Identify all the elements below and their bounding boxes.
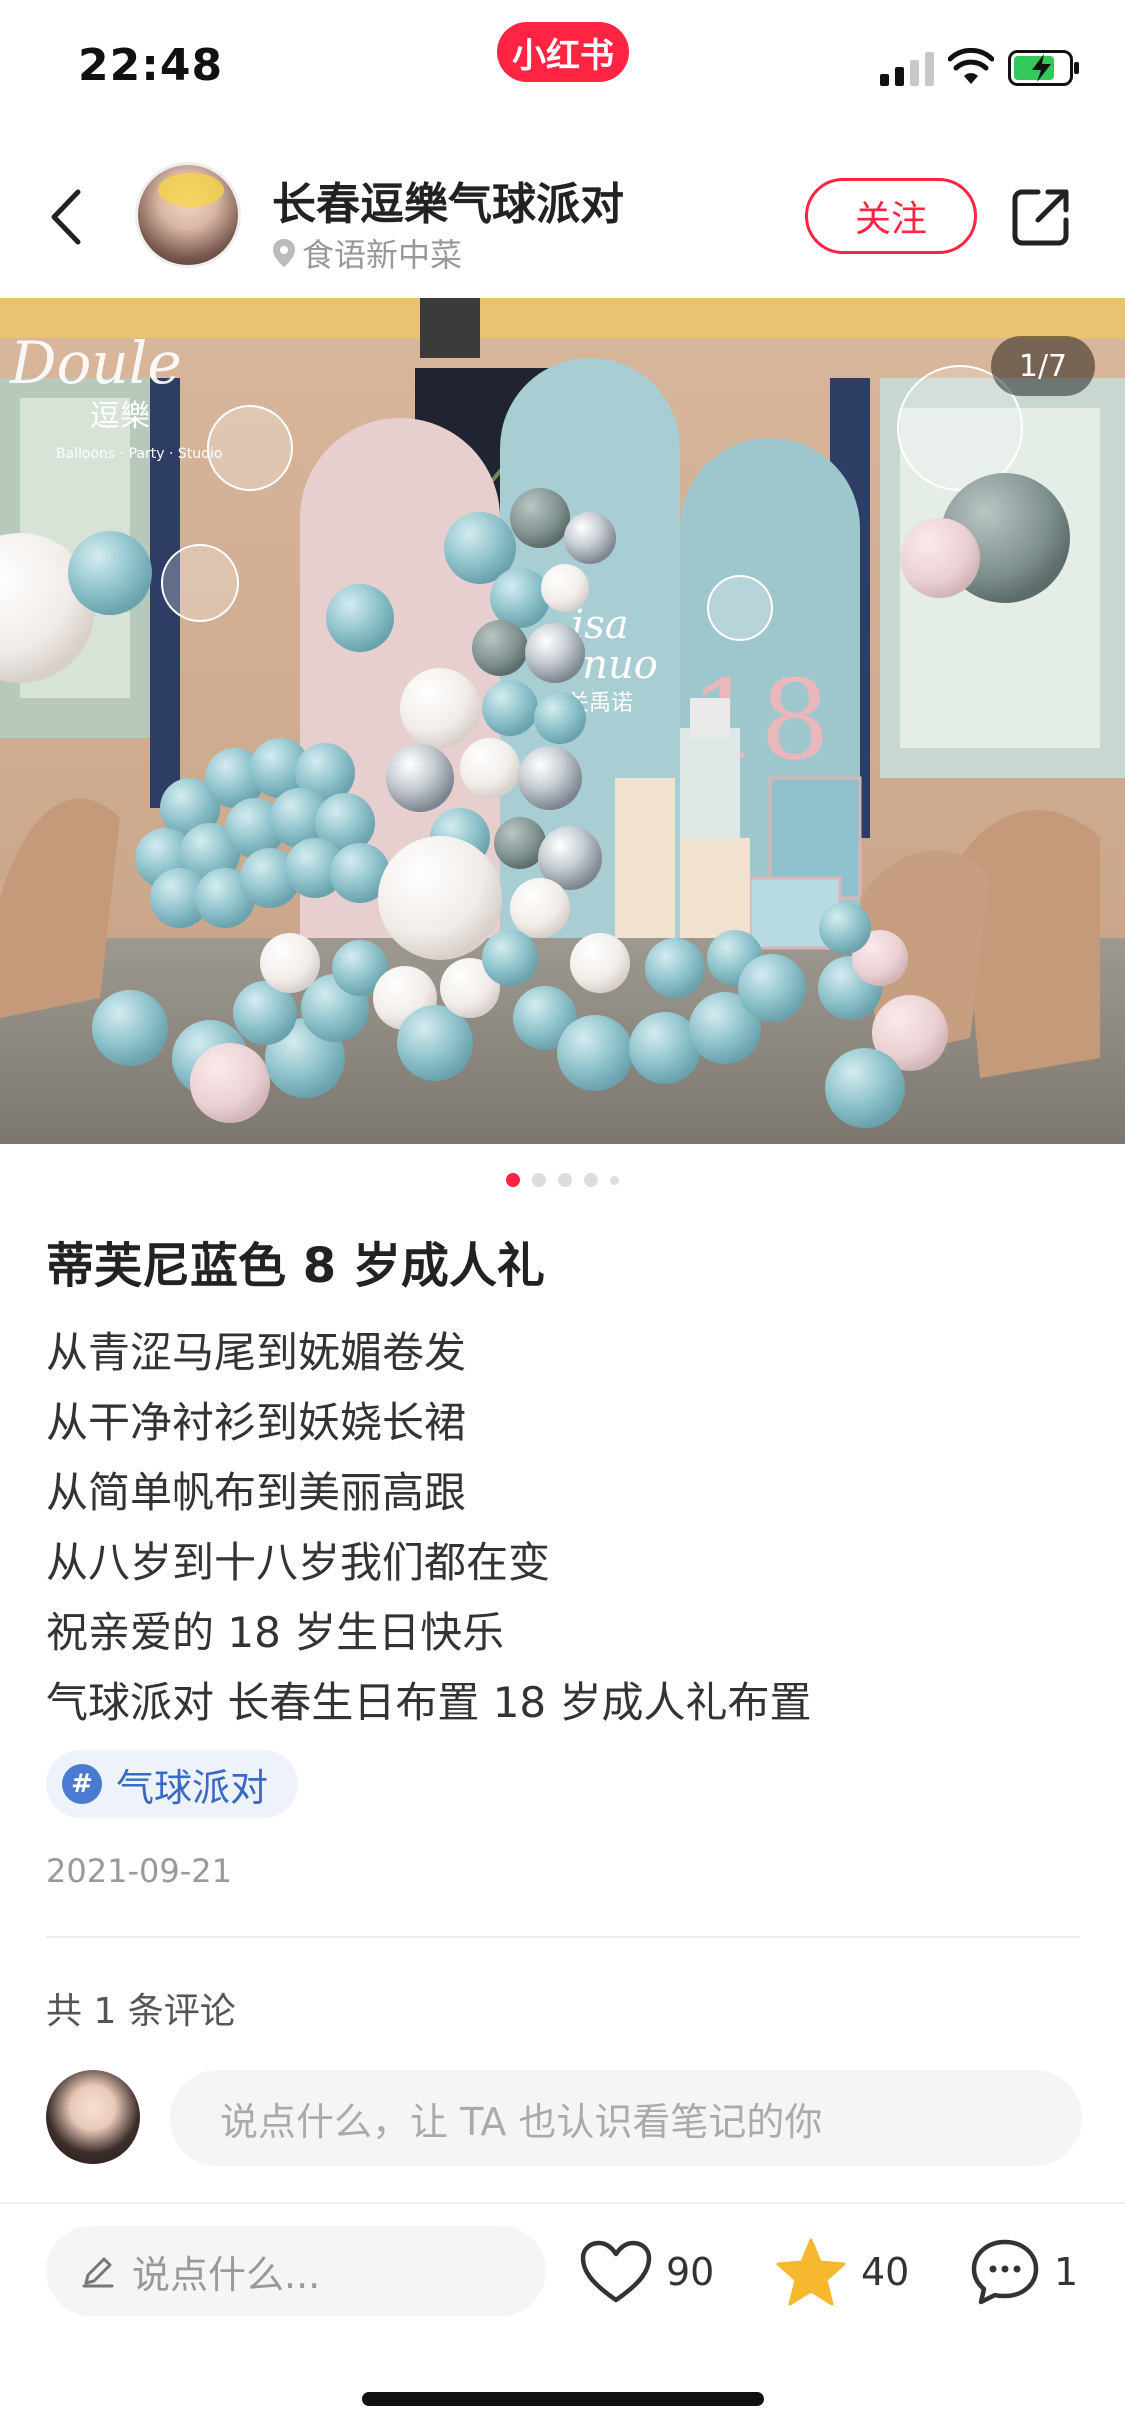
collect-button[interactable]: 40 — [775, 2232, 909, 2312]
comment-count: 共 1 条评论 — [46, 1991, 236, 2032]
collect-count: 40 — [861, 2250, 910, 2294]
topic-tag[interactable]: # 气球派对 — [46, 1750, 299, 1818]
location-label[interactable]: 食语新中菜 — [272, 230, 462, 276]
sign-script-2: nuo — [582, 642, 658, 688]
user-avatar — [46, 2070, 140, 2164]
carousel-dot[interactable] — [532, 1173, 546, 1187]
author-avatar[interactable] — [135, 162, 241, 268]
photo-page-indicator: 1/7 — [991, 336, 1095, 396]
watermark-brand: 逗樂 — [90, 399, 150, 434]
location-pin-icon — [273, 239, 295, 267]
bottom-comment-input[interactable]: 说点什么... — [46, 2226, 546, 2316]
follow-button[interactable]: 关注 — [805, 178, 977, 254]
back-arrow-icon — [51, 189, 81, 245]
carousel-dots — [0, 1172, 1125, 1188]
comment-count-bottom: 1 — [1054, 2250, 1079, 2294]
star-icon — [776, 2238, 846, 2306]
status-time: 22:48 — [78, 40, 224, 91]
carousel-dot[interactable] — [558, 1173, 572, 1187]
comment-button[interactable]: 1 — [970, 2232, 1078, 2312]
back-button[interactable] — [40, 182, 90, 252]
battery-charging-icon — [1008, 50, 1079, 86]
location-text: 食语新中菜 — [302, 236, 463, 274]
heart-icon — [580, 2240, 652, 2303]
note-line: 从青涩马尾到妩媚卷发 — [46, 1328, 467, 1377]
post-date: 2021-09-21 — [46, 1852, 232, 1890]
note-line: 从干净衬衫到妖娆长裙 — [46, 1398, 467, 1447]
note-body: 从青涩马尾到妩媚卷发 从干净衬衫到妖娆长裙 从简单帆布到美丽高跟 从八岁到十八岁… — [46, 1318, 1086, 1738]
note-photo[interactable]: 18 isa nuo 关禹诺 — [0, 298, 1125, 1144]
note-title: 蒂芙尼蓝色 8 岁成人礼 — [46, 1238, 545, 1294]
bottom-action-bar: 说点什么... 90 40 1 — [0, 2202, 1125, 2436]
balloon-party-photo: 18 isa nuo 关禹诺 — [0, 298, 1125, 1144]
comment-input[interactable]: 说点什么，让 TA 也认识看笔记的你 — [170, 2070, 1082, 2166]
note-header: 长春逗樂气球派对 食语新中菜 关注 — [0, 150, 1125, 280]
divider — [46, 1936, 1080, 1938]
app-badge: 小红书 — [497, 22, 629, 82]
bottom-input-placeholder: 说点什么... — [132, 2252, 321, 2297]
watermark-tagline: Balloons · Party · Studio — [56, 446, 222, 462]
pencil-icon — [82, 2257, 114, 2288]
carousel-dot[interactable] — [584, 1173, 598, 1187]
like-button[interactable]: 90 — [580, 2232, 714, 2312]
like-count: 90 — [666, 2250, 715, 2294]
note-line: 从简单帆布到美丽高跟 — [46, 1468, 467, 1517]
cellular-signal-icon — [880, 52, 934, 86]
note-line: 祝亲爱的 18 岁生日快乐 — [46, 1608, 505, 1657]
comment-composer: 说点什么，让 TA 也认识看笔记的你 — [0, 2070, 1125, 2170]
status-bar: 22:48 小红书 — [0, 0, 1125, 135]
home-indicator[interactable] — [362, 2392, 764, 2406]
author-name[interactable]: 长春逗樂气球派对 — [272, 179, 624, 230]
comment-bubble-icon — [971, 2239, 1039, 2305]
carousel-dot[interactable] — [610, 1175, 619, 1185]
note-line: 从八岁到十八岁我们都在变 — [46, 1538, 551, 1587]
hashtag-icon: # — [62, 1764, 102, 1804]
share-icon[interactable] — [1010, 186, 1072, 248]
note-line: 气球派对 长春生日布置 18 岁成人礼布置 — [46, 1678, 812, 1727]
watermark-script: Doule — [9, 329, 182, 397]
topic-tag-label: 气球派对 — [116, 1765, 269, 1810]
wifi-icon — [948, 48, 994, 84]
carousel-dot-active[interactable] — [506, 1173, 520, 1187]
